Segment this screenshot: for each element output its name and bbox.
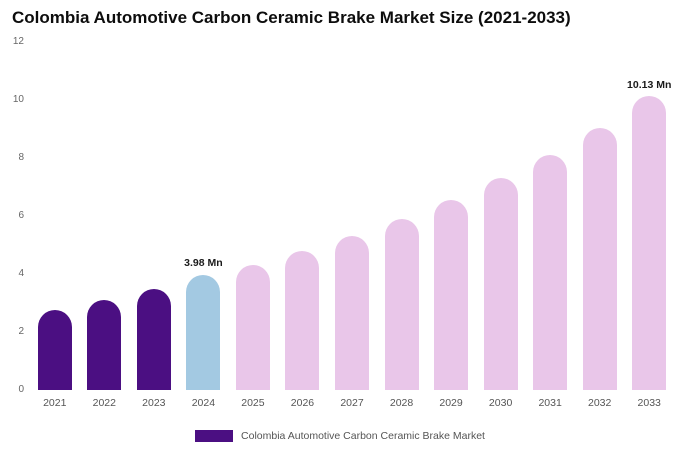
y-tick-label: 8: [18, 152, 24, 163]
bar-2023: [136, 289, 171, 390]
x-axis-label: 2026: [290, 397, 315, 409]
x-axis-label: 2022: [92, 397, 116, 409]
chart-title: Colombia Automotive Carbon Ceramic Brake…: [12, 8, 571, 27]
x-axis-label: 2025: [241, 397, 265, 409]
x-axis-label: 2024: [191, 397, 216, 409]
x-axis-label: 2029: [439, 397, 463, 409]
bar-2024: [186, 274, 221, 390]
legend-swatch: [195, 430, 234, 442]
x-axis-label: 2032: [588, 397, 612, 409]
bar-2032: [582, 127, 617, 390]
x-axis-label: 2023: [142, 397, 166, 409]
bar-2029: [434, 200, 469, 390]
bar-2030: [483, 178, 518, 390]
bar-value-label: 10.13 Mn: [627, 78, 672, 91]
bar-2027: [335, 235, 369, 390]
bar-2028: [384, 218, 419, 390]
x-axis-label: 2027: [340, 397, 364, 409]
bar-value-label: 3.98 Mn: [184, 257, 223, 270]
plot-area: 2021 2022 2023 2024 2025 2026 2027 2028 2029 2030…: [30, 42, 674, 408]
x-axis-label: 2031: [538, 397, 562, 409]
bar-2031: [533, 154, 568, 390]
x-axis-label: 2030: [488, 397, 513, 409]
x-axis-label: 2021: [43, 397, 67, 409]
y-axis: 0 2 4 6 8 10 12: [6, 37, 24, 395]
y-tick-label: 6: [18, 210, 24, 221]
y-tick-label: 2: [18, 326, 24, 337]
bar-2033: [632, 96, 667, 390]
bar-2022: [87, 299, 122, 390]
y-tick-label: 10: [12, 94, 24, 105]
bar-2026: [285, 251, 320, 390]
x-axis-label: 2028: [389, 397, 414, 409]
x-axis-label: 2033: [637, 397, 661, 409]
bar-2021: [37, 310, 72, 390]
bar-2025: [235, 264, 270, 390]
y-tick-label: 4: [18, 268, 24, 279]
y-tick-label: 0: [18, 384, 24, 395]
y-tick-label: 12: [12, 36, 24, 47]
legend-label: Colombia Automotive Carbon Ceramic Brake…: [241, 430, 485, 442]
chart-legend: Colombia Automotive Carbon Ceramic Brake…: [0, 430, 680, 442]
